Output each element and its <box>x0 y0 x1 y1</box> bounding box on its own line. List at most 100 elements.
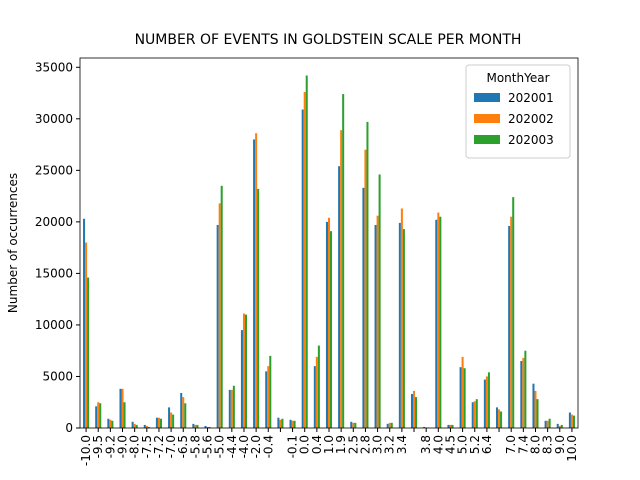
bar <box>568 412 571 428</box>
bar <box>242 313 245 428</box>
x-tick-label: 7.4 <box>516 435 530 454</box>
bar <box>487 372 490 428</box>
bar <box>572 415 575 428</box>
y-tick-label: 5000 <box>42 369 73 383</box>
legend-box <box>465 64 571 159</box>
bar <box>376 215 379 428</box>
x-tick-label: 0.4 <box>310 435 324 454</box>
bar <box>413 390 416 428</box>
legend-title: MonthYear <box>486 71 549 85</box>
x-tick-label: -5.6 <box>201 435 215 458</box>
bar <box>95 406 98 428</box>
bar <box>204 425 207 428</box>
x-tick-label: 10.0 <box>565 435 579 462</box>
bar <box>119 388 122 428</box>
bar <box>208 426 211 428</box>
bar <box>301 109 304 428</box>
bar <box>281 418 284 428</box>
x-tick-label: -0.1 <box>286 435 300 458</box>
bar <box>398 222 401 428</box>
bar <box>291 420 294 428</box>
x-tick-label: 6.4 <box>480 435 494 454</box>
bar <box>228 389 231 428</box>
bar <box>327 217 331 428</box>
bar <box>232 385 235 428</box>
bar <box>364 149 367 428</box>
bar <box>279 419 282 428</box>
bar <box>459 367 462 428</box>
x-tick-label: -6.5 <box>176 435 190 458</box>
x-tick-label: 5.0 <box>456 435 470 454</box>
bar <box>449 424 452 428</box>
bar <box>496 407 499 428</box>
bar <box>544 420 547 428</box>
bar <box>546 420 549 428</box>
x-tick-label: -2.0 <box>249 435 263 458</box>
x-tick-label: 9.0 <box>553 435 567 454</box>
bar <box>265 371 268 428</box>
bar <box>473 401 476 428</box>
bar <box>277 417 280 428</box>
bar <box>471 402 474 428</box>
bar <box>240 330 243 428</box>
x-tick-label: 1.0 <box>322 435 336 454</box>
bar <box>520 361 523 428</box>
x-tick-label: 8.0 <box>528 435 542 454</box>
bar <box>423 426 426 428</box>
bar <box>352 422 355 428</box>
bar <box>147 426 150 428</box>
bar <box>354 422 357 428</box>
bar <box>172 414 175 428</box>
bar <box>522 357 525 428</box>
bar <box>83 218 86 428</box>
x-tick-label: 1.9 <box>334 435 348 454</box>
bar <box>485 376 488 428</box>
plot-frame <box>79 57 579 429</box>
x-tick-label: 3.8 <box>419 435 433 454</box>
y-axis-label: Number of occurrences <box>6 173 20 313</box>
bar <box>366 121 369 428</box>
bar <box>253 139 256 429</box>
bar <box>289 419 292 428</box>
x-tick-label: -4.0 <box>237 435 251 458</box>
bar <box>111 420 114 428</box>
bar <box>269 355 272 428</box>
y-tick-label: 20000 <box>35 215 73 229</box>
bar <box>168 407 171 428</box>
bar <box>560 424 563 428</box>
bar <box>498 409 501 428</box>
x-tick-label: -9.5 <box>91 435 105 458</box>
bar <box>386 423 389 428</box>
y-tick-label: 10000 <box>35 318 73 332</box>
bar <box>390 422 393 428</box>
bar <box>159 418 162 428</box>
bar <box>330 231 333 428</box>
bar <box>180 392 183 428</box>
y-tick-label: 35000 <box>35 60 73 74</box>
bar <box>145 425 148 428</box>
bar <box>155 417 158 428</box>
bar <box>415 397 418 428</box>
x-tick-label: -5.8 <box>188 435 202 458</box>
x-tick-label: -7.2 <box>152 435 166 458</box>
bar <box>87 277 90 428</box>
bar <box>508 225 511 428</box>
bar <box>230 389 233 428</box>
bar <box>133 423 136 428</box>
bar <box>325 221 328 428</box>
legend-swatch <box>474 93 500 102</box>
bar <box>524 350 527 428</box>
bar <box>194 424 197 428</box>
bar <box>570 414 573 428</box>
x-tick-label: -9.0 <box>116 435 130 458</box>
bar <box>342 94 345 429</box>
bar <box>303 92 306 428</box>
x-tick-label: 3.2 <box>383 435 397 454</box>
x-tick-label: -7.0 <box>164 435 178 458</box>
bar <box>315 356 318 428</box>
legend-swatch <box>474 114 500 123</box>
bar <box>374 224 377 428</box>
x-tick-label: -10.0 <box>79 435 93 466</box>
